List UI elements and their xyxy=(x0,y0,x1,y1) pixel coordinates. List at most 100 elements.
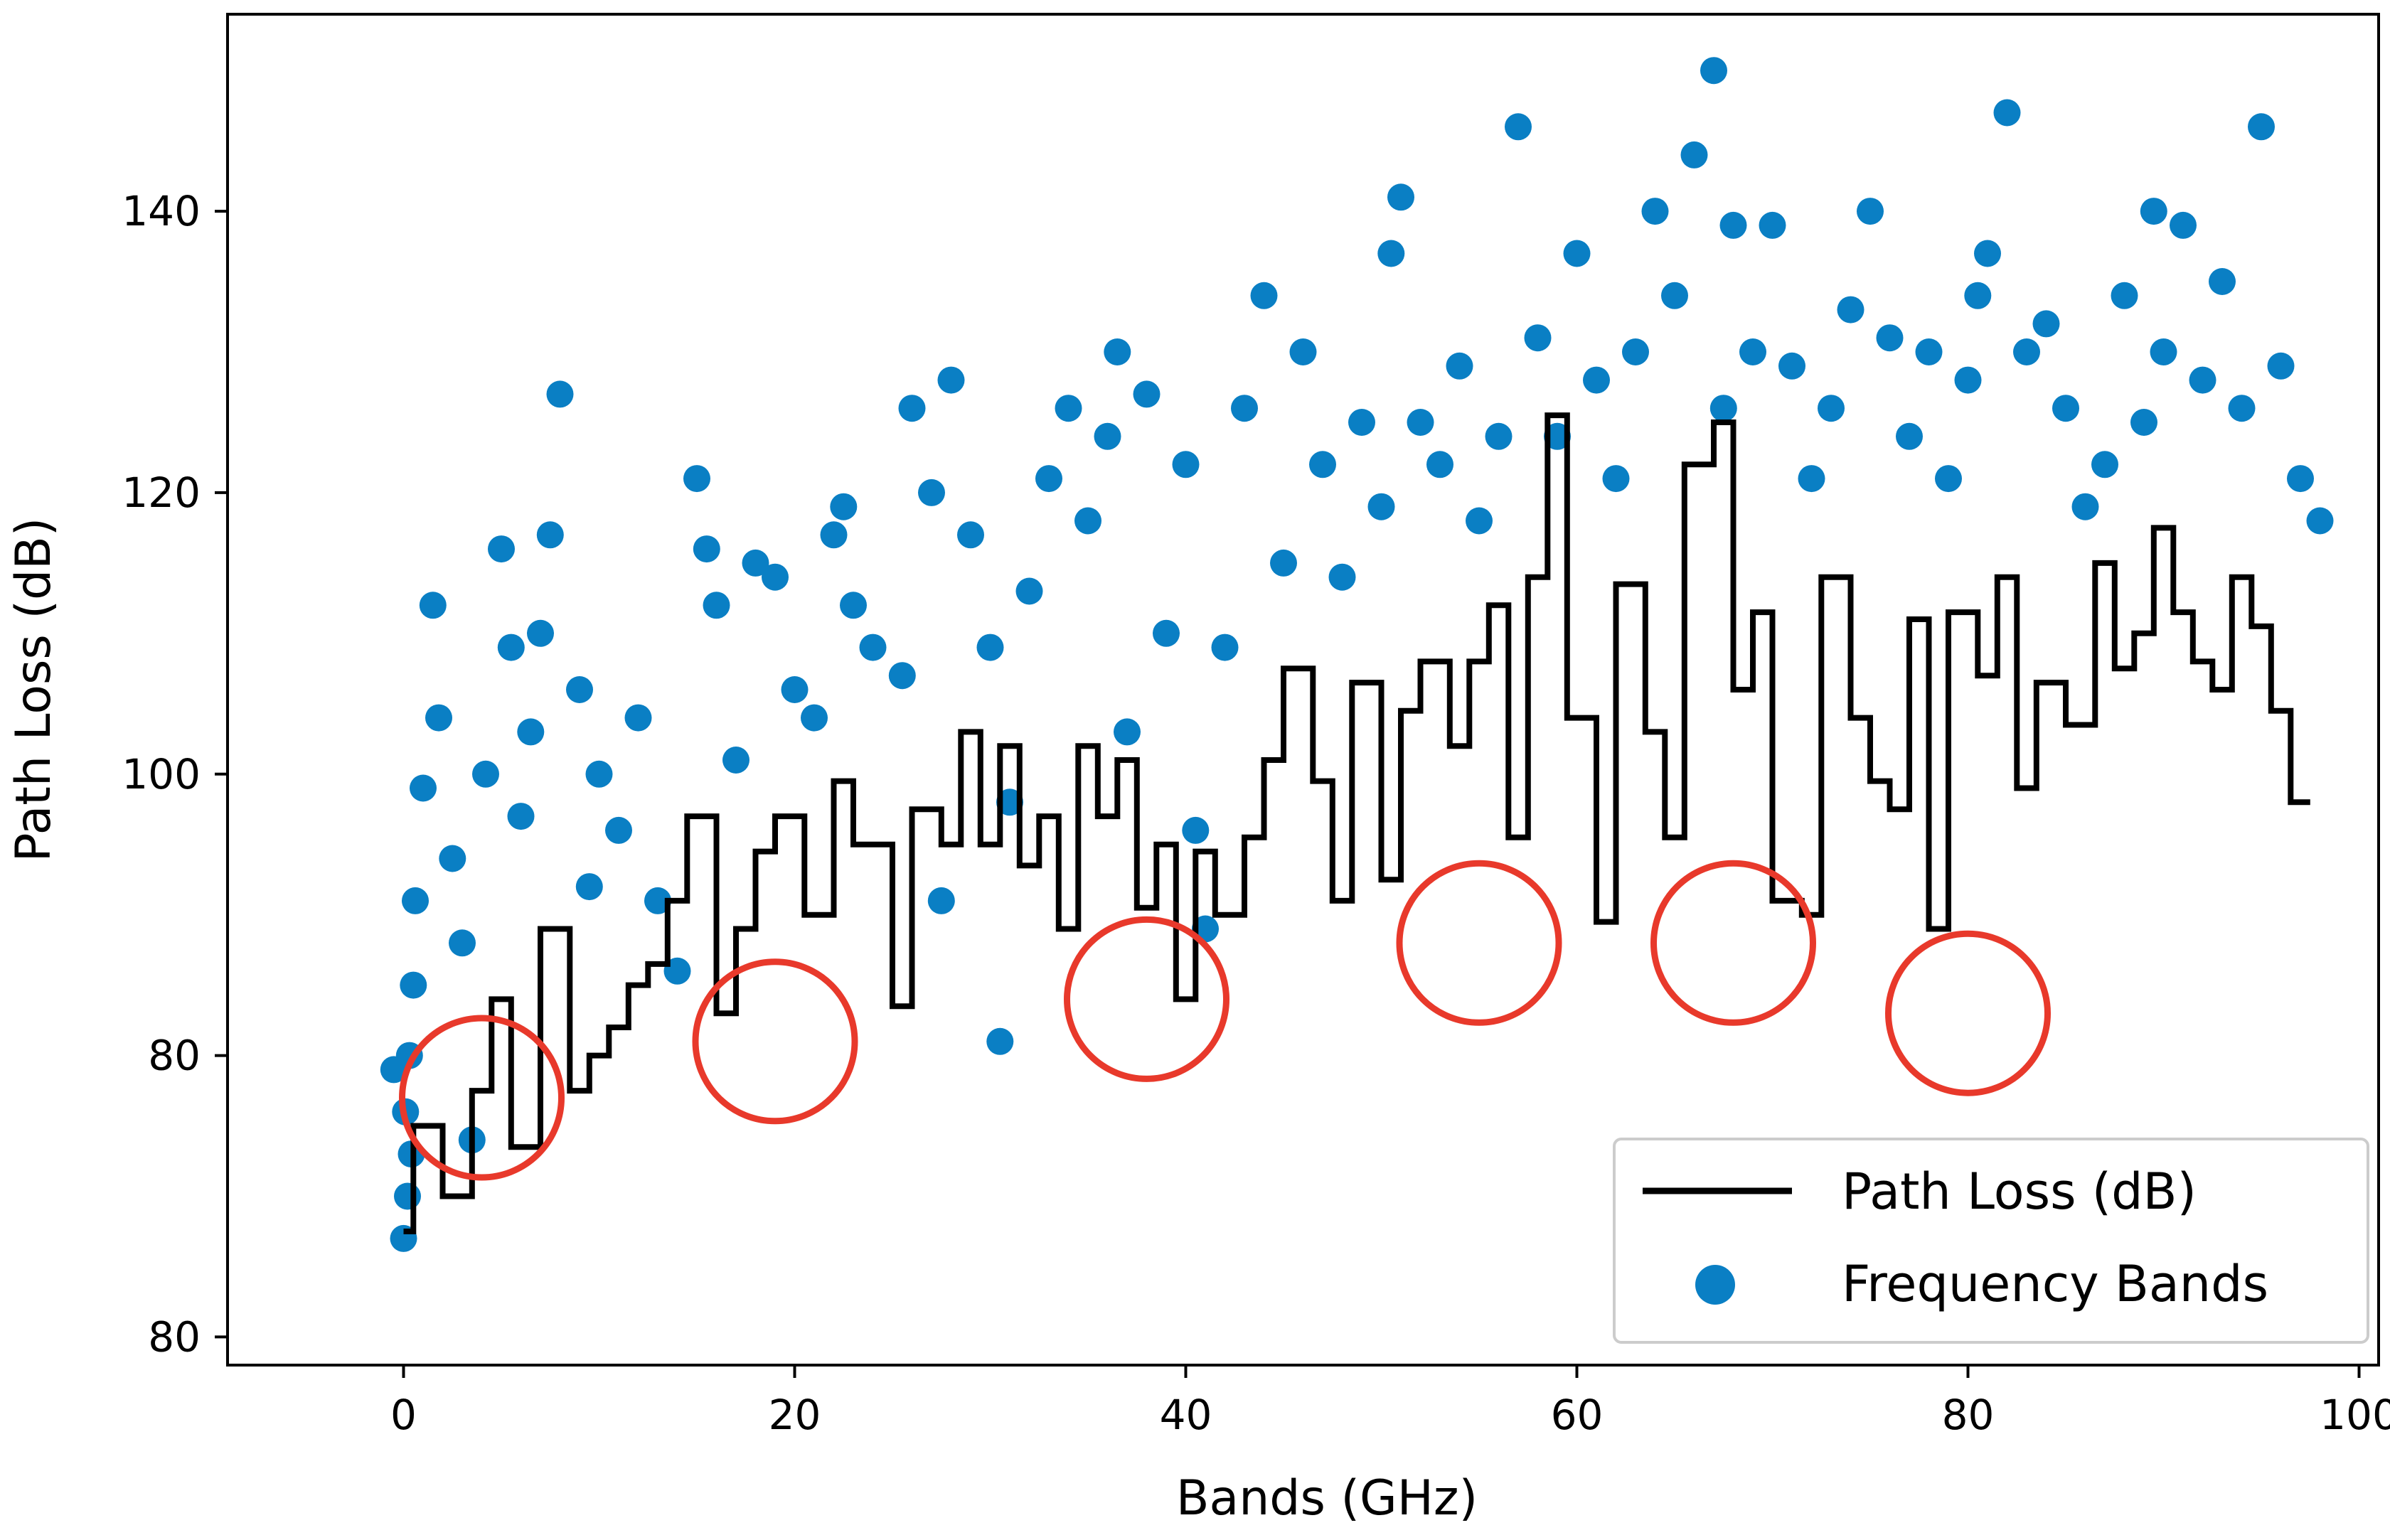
scatter-point xyxy=(400,971,427,999)
scatter-point xyxy=(1466,507,1493,535)
x-tick-label: 100 xyxy=(2320,1391,2390,1439)
scatter-point xyxy=(2091,451,2118,478)
scatter-point xyxy=(1172,451,1200,478)
y-tick-label: 80 xyxy=(148,1312,201,1361)
scatter-point xyxy=(410,774,437,802)
scatter-point xyxy=(693,535,720,563)
highlight-circle xyxy=(1396,860,1562,1026)
scatter-point xyxy=(1426,451,1453,478)
scatter-point xyxy=(1896,422,1923,450)
scatter-point xyxy=(439,845,466,872)
highlight-circle xyxy=(1885,930,2051,1096)
legend-dot-swatch xyxy=(1695,1265,1735,1305)
x-tick-label: 60 xyxy=(1551,1391,1604,1439)
x-tick-label: 80 xyxy=(1942,1391,1995,1439)
scatter-point xyxy=(1622,338,1649,365)
scatter-point xyxy=(1954,366,1982,394)
scatter-point xyxy=(1367,493,1395,520)
scatter-point xyxy=(1778,352,1805,380)
scatter-point xyxy=(1328,563,1356,591)
scatter-point xyxy=(2306,507,2334,535)
scatter-point xyxy=(801,704,828,732)
scatter-point xyxy=(683,465,710,493)
y-axis-label: Path Loss (dB) xyxy=(6,518,62,862)
scatter-point xyxy=(888,662,916,690)
scatter-point xyxy=(898,395,926,422)
scatter-point xyxy=(1182,816,1210,844)
x-axis-label: Bands (GHz) xyxy=(1176,1470,1478,1526)
scatter-point xyxy=(1544,422,1571,450)
x-axis-ticks: 0 20 40 60 80 100 xyxy=(390,1365,2390,1439)
scatter-point xyxy=(1055,395,1082,422)
scatter-point xyxy=(1915,338,1943,365)
scatter-point xyxy=(2052,395,2079,422)
scatter-point xyxy=(536,521,564,549)
scatter-point xyxy=(1641,198,1669,225)
legend-box xyxy=(1613,1138,2369,1344)
legend: Path Loss (dB) Frequency Bands xyxy=(1613,1138,2369,1344)
scatter-point xyxy=(1270,549,1297,577)
scatter-point xyxy=(957,521,984,549)
scatter-point xyxy=(1798,465,1825,493)
scatter-point xyxy=(1661,282,1688,309)
scatter-point xyxy=(1289,338,1317,365)
scatter-point xyxy=(820,521,848,549)
scatter-point xyxy=(1857,198,1884,225)
scatter-point xyxy=(2130,409,2157,436)
scatter-point xyxy=(1837,296,1864,323)
scatter-point xyxy=(1876,324,1904,352)
scatter-point xyxy=(1505,113,1532,141)
scatter-point xyxy=(830,493,858,520)
scatter-point xyxy=(1035,465,1062,493)
scatter-point xyxy=(1719,211,1747,239)
scatter-point xyxy=(1377,240,1405,267)
scatter-point xyxy=(394,1182,421,1210)
scatter-point xyxy=(1818,395,1845,422)
x-tick-label: 0 xyxy=(390,1391,417,1439)
scatter-point xyxy=(1680,141,1708,169)
scatter-point xyxy=(1231,395,1258,422)
scatter-point xyxy=(1114,718,1141,746)
scatter-point xyxy=(918,478,945,506)
scatter-point xyxy=(996,788,1023,816)
path-loss-line-series xyxy=(403,412,2310,1234)
scatter-point xyxy=(1964,282,1992,309)
y-tick-label: 100 xyxy=(122,750,201,798)
scatter-point xyxy=(1153,619,1180,647)
scatter-point xyxy=(546,380,574,408)
scatter-point xyxy=(1074,507,1101,535)
scatter-point xyxy=(380,1056,407,1084)
scatter-point xyxy=(1563,240,1591,267)
x-tick-label: 20 xyxy=(769,1391,821,1439)
scatter-point xyxy=(497,633,525,661)
highlight-circle xyxy=(399,1015,565,1181)
scatter-point xyxy=(986,1027,1014,1055)
scatter-point xyxy=(527,619,554,647)
scatter-point xyxy=(585,760,613,788)
y-tick-label: 140 xyxy=(122,187,201,235)
legend-label-path-loss: Path Loss (dB) xyxy=(1842,1162,2197,1221)
scatter-point xyxy=(1709,395,1737,422)
highlight-circle xyxy=(692,958,858,1125)
scatter-point xyxy=(927,887,955,914)
scatter-point xyxy=(1485,422,1513,450)
scatter-point xyxy=(937,366,965,394)
plot-frame xyxy=(226,13,2380,1367)
scatter-point xyxy=(1250,282,1278,309)
scatter-point xyxy=(1524,324,1552,352)
scatter-point xyxy=(2170,211,2197,239)
highlight-circle xyxy=(1650,860,1816,1026)
scatter-point xyxy=(2248,113,2275,141)
scatter-point xyxy=(2032,310,2060,338)
scatter-point xyxy=(2228,395,2256,422)
scatter-point xyxy=(2189,366,2216,394)
y-tick-label: 80 xyxy=(148,1032,201,1080)
y-tick-label: 120 xyxy=(122,469,201,517)
scatter-point xyxy=(840,592,867,619)
scatter-point xyxy=(517,718,545,746)
scatter-point xyxy=(663,957,691,985)
scatter-point xyxy=(605,816,632,844)
scatter-point xyxy=(1387,183,1414,211)
scatter-point xyxy=(419,592,447,619)
scatter-point xyxy=(1602,465,1630,493)
